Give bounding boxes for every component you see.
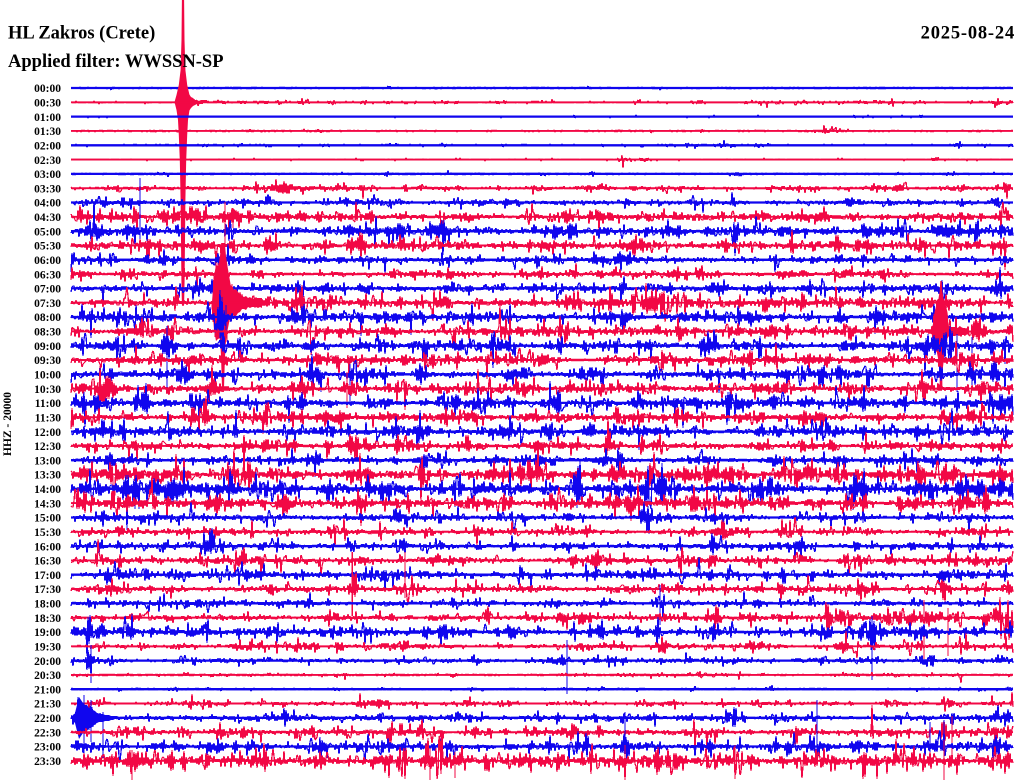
svg-text:20:00: 20:00	[34, 656, 61, 668]
svg-text:01:00: 01:00	[34, 112, 61, 124]
svg-text:2025-08-24: 2025-08-24	[921, 23, 1015, 43]
svg-text:12:30: 12:30	[34, 441, 61, 453]
svg-text:11:30: 11:30	[35, 412, 61, 424]
svg-text:16:00: 16:00	[34, 541, 61, 553]
svg-text:06:30: 06:30	[34, 269, 61, 281]
svg-text:23:30: 23:30	[34, 756, 61, 768]
svg-text:00:30: 00:30	[34, 98, 61, 110]
svg-text:07:00: 07:00	[34, 284, 61, 296]
svg-text:HHZ - 20000: HHZ - 20000	[2, 392, 14, 456]
svg-text:13:30: 13:30	[34, 470, 61, 482]
svg-text:01:30: 01:30	[34, 126, 61, 138]
svg-text:02:00: 02:00	[34, 141, 61, 153]
svg-text:07:30: 07:30	[34, 298, 61, 310]
svg-text:14:00: 14:00	[34, 484, 61, 496]
svg-text:21:00: 21:00	[34, 684, 61, 696]
svg-text:09:30: 09:30	[34, 355, 61, 367]
svg-text:00:00: 00:00	[34, 83, 61, 95]
svg-text:19:30: 19:30	[34, 642, 61, 654]
svg-text:Applied filter: WWSSN-SP: Applied filter: WWSSN-SP	[8, 52, 224, 72]
svg-text:14:30: 14:30	[34, 498, 61, 510]
svg-text:23:00: 23:00	[34, 742, 61, 754]
svg-text:22:30: 22:30	[34, 727, 61, 739]
svg-text:19:00: 19:00	[34, 627, 61, 639]
svg-text:12:00: 12:00	[34, 427, 61, 439]
svg-text:22:00: 22:00	[34, 713, 61, 725]
svg-text:10:30: 10:30	[34, 384, 61, 396]
svg-text:03:30: 03:30	[34, 183, 61, 195]
svg-text:08:30: 08:30	[34, 327, 61, 339]
svg-text:17:30: 17:30	[34, 584, 61, 596]
svg-text:21:30: 21:30	[34, 699, 61, 711]
svg-text:03:00: 03:00	[34, 169, 61, 181]
svg-text:04:00: 04:00	[34, 198, 61, 210]
svg-text:04:30: 04:30	[34, 212, 61, 224]
svg-text:20:30: 20:30	[34, 670, 61, 682]
svg-text:18:30: 18:30	[34, 613, 61, 625]
svg-text:09:00: 09:00	[34, 341, 61, 353]
svg-text:11:00: 11:00	[35, 398, 61, 410]
svg-text:16:30: 16:30	[34, 556, 61, 568]
svg-text:13:00: 13:00	[34, 455, 61, 467]
svg-text:08:00: 08:00	[34, 312, 61, 324]
svg-text:05:30: 05:30	[34, 241, 61, 253]
svg-text:15:30: 15:30	[34, 527, 61, 539]
svg-text:02:30: 02:30	[34, 155, 61, 167]
svg-text:10:00: 10:00	[34, 370, 61, 382]
svg-text:05:00: 05:00	[34, 226, 61, 238]
svg-text:17:00: 17:00	[34, 570, 61, 582]
svg-text:15:00: 15:00	[34, 513, 61, 525]
svg-text:18:00: 18:00	[34, 599, 61, 611]
svg-text:06:00: 06:00	[34, 255, 61, 267]
svg-text:HL Zakros (Crete): HL Zakros (Crete)	[8, 23, 155, 43]
